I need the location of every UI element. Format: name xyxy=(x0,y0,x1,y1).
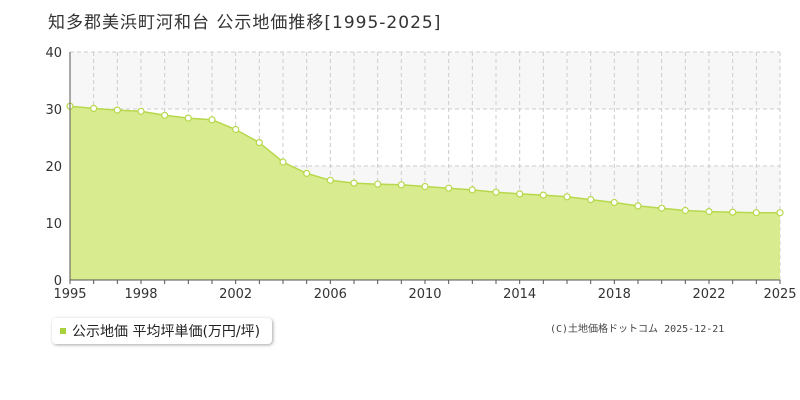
legend: 公示地価 平均坪単価(万円/坪) xyxy=(52,318,273,344)
data-point xyxy=(113,106,121,114)
y-tick-label: 30 xyxy=(45,103,62,118)
data-point xyxy=(326,176,334,184)
x-tick-label: 1998 xyxy=(124,287,157,302)
x-tick-labels: 1995 1998 2002 2006 2010 2014 2018 2022 2025 xyxy=(53,287,796,302)
data-point xyxy=(374,180,382,188)
legend-swatch xyxy=(60,328,66,334)
data-point xyxy=(137,107,145,115)
y-tick-label: 0 xyxy=(54,274,62,289)
data-point xyxy=(587,196,595,204)
data-point xyxy=(350,179,358,187)
data-point xyxy=(421,182,429,191)
data-point xyxy=(161,111,169,119)
data-point xyxy=(255,139,263,147)
data-point xyxy=(468,186,476,194)
data-point xyxy=(729,208,737,216)
x-tick-label: 2002 xyxy=(219,287,252,302)
data-point xyxy=(563,193,571,201)
x-tick-label: 2014 xyxy=(503,287,536,302)
area-fill xyxy=(70,106,780,280)
x-tick-label: 2018 xyxy=(598,287,631,302)
legend-label: 公示地価 平均坪単価(万円/坪) xyxy=(72,324,261,340)
copyright-credit: (C)土地価格ドットコム 2025-12-21 xyxy=(550,324,725,335)
data-point xyxy=(752,209,760,217)
x-tick-label: 2022 xyxy=(692,287,725,302)
x-tick-label: 2025 xyxy=(763,287,796,302)
axes xyxy=(69,52,781,284)
chart-title: 知多郡美浜町河和台 公示地価推移[1995-2025] xyxy=(48,13,442,33)
data-point xyxy=(232,125,240,134)
data-point xyxy=(658,204,666,212)
data-point xyxy=(539,191,547,199)
data-point xyxy=(90,104,98,113)
data-point xyxy=(610,198,618,207)
x-tick-label: 2006 xyxy=(314,287,347,302)
data-point xyxy=(705,208,713,216)
y-tick-label: 20 xyxy=(45,160,62,175)
data-point xyxy=(184,114,192,122)
x-tick-label: 1995 xyxy=(53,287,86,302)
data-point xyxy=(397,181,405,189)
x-tick-label: 2010 xyxy=(408,287,441,302)
data-point xyxy=(303,169,311,177)
data-point xyxy=(279,158,287,166)
data-point xyxy=(492,188,500,196)
y-tick-labels: 0 10 20 30 40 xyxy=(45,46,62,289)
marker-layer xyxy=(66,102,784,217)
data-point xyxy=(634,202,642,210)
y-tick-label: 10 xyxy=(45,217,62,232)
y-tick-label: 40 xyxy=(45,46,62,61)
data-point xyxy=(445,184,453,192)
data-point xyxy=(681,206,689,215)
data-point xyxy=(776,209,784,217)
data-point xyxy=(516,190,524,198)
data-point xyxy=(208,116,216,124)
